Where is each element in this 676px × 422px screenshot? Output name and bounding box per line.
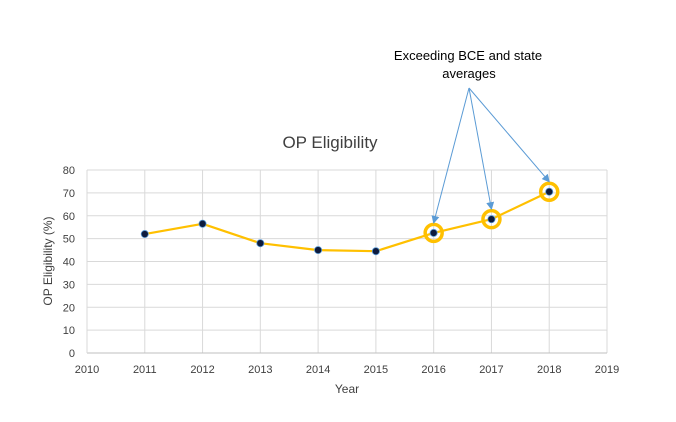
x-tick-label-2013: 2013 <box>248 364 272 376</box>
y-tick-label-20: 20 <box>63 302 75 314</box>
x-tick-label-2017: 2017 <box>479 364 503 376</box>
y-tick-label-10: 10 <box>63 325 75 337</box>
x-tick-label-2012: 2012 <box>190 364 214 376</box>
annotation-text-line1: Exceeding BCE and state <box>394 48 542 63</box>
x-tick-label-2016: 2016 <box>421 364 445 376</box>
x-axis-tick-labels: 2010 2011 2012 2013 2014 2015 2016 2017 2018 2019 <box>75 364 619 376</box>
annotation-text-line2: averages <box>442 66 496 81</box>
x-tick-label-2011: 2011 <box>133 364 157 376</box>
annotation-arrow-2018 <box>468 87 550 183</box>
chart-title: OP Eligibility <box>282 133 378 152</box>
y-axis-title: OP Eligibility (%) <box>41 216 55 305</box>
y-tick-label-60: 60 <box>63 211 75 223</box>
highlight-circle-2016 <box>423 222 444 244</box>
y-tick-label-80: 80 <box>63 165 75 177</box>
x-axis <box>86 170 607 354</box>
annotation-arrow-2016 <box>431 87 470 224</box>
data-point-2014 <box>314 246 323 255</box>
x-tick-label-2018: 2018 <box>537 364 561 376</box>
data-point-2015 <box>371 247 380 256</box>
highlight-circle-2018 <box>538 181 560 202</box>
data-point-2012 <box>198 219 207 228</box>
data-point-2013 <box>256 239 265 248</box>
y-tick-label-70: 70 <box>63 188 75 200</box>
y-axis-tick-labels: 0 10 20 30 40 50 60 70 80 <box>63 165 75 360</box>
highlight-circle-2017 <box>481 208 502 230</box>
annotation-arrow-2017 <box>468 87 495 211</box>
data-point-2018 <box>545 187 554 196</box>
x-tick-label-2015: 2015 <box>364 364 388 376</box>
grid-lines <box>87 169 608 353</box>
y-tick-label-40: 40 <box>63 257 75 269</box>
x-axis-title: Year <box>335 382 359 396</box>
data-point-2017 <box>487 215 496 224</box>
x-tick-label-2019: 2019 <box>595 364 619 376</box>
x-tick-label-2014: 2014 <box>306 364 330 376</box>
y-tick-label-0: 0 <box>69 348 75 360</box>
x-tick-label-2010: 2010 <box>75 364 99 376</box>
y-tick-label-30: 30 <box>63 279 75 291</box>
y-tick-label-50: 50 <box>63 234 75 246</box>
data-point-2011 <box>140 230 149 239</box>
highlight-circles <box>423 181 560 244</box>
data-point-2016 <box>429 228 438 237</box>
annotation-arrows <box>431 87 550 224</box>
